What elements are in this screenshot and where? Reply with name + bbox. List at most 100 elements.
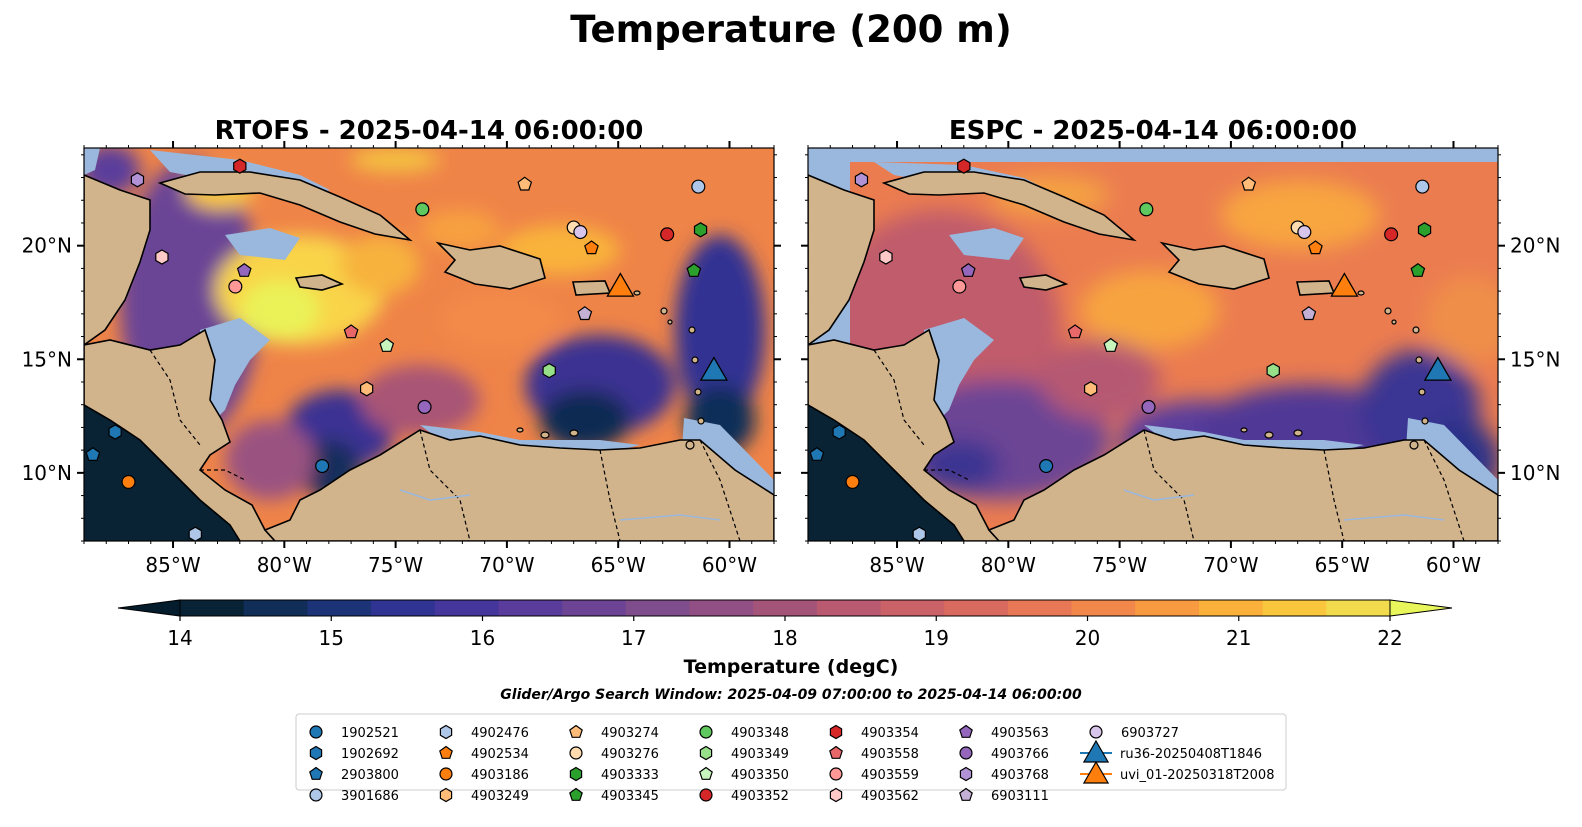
legend-marker	[699, 788, 713, 802]
espc-glider-ru36-20250408T1846	[1423, 356, 1453, 381]
espc-float-6903111	[1301, 306, 1317, 321]
rtofs-float-4903345	[686, 262, 702, 277]
legend-label: 4903333	[601, 768, 659, 783]
legend-label: 4903768	[991, 768, 1049, 783]
rtofs-float-3901686	[691, 179, 706, 194]
legend-box	[295, 713, 1287, 791]
espc-no-data-band	[808, 148, 1498, 162]
colorbar-tick-label: 17	[621, 626, 646, 650]
rtofs-x-tick-label: 70°W	[479, 553, 534, 577]
colorbar-segment	[1198, 600, 1264, 616]
espc-panel-title: ESPC - 2025-04-14 06:00:00	[949, 116, 1357, 146]
legend-label: 6903727	[1121, 726, 1179, 741]
legend-label: 4903766	[991, 747, 1049, 762]
figure-title: Temperature (200 m)	[570, 8, 1012, 51]
legend-label: 2903800	[341, 768, 399, 783]
espc-y-tick-label: 20°N	[1510, 234, 1560, 258]
colorbar-tick-label: 14	[167, 626, 192, 650]
legend-marker	[699, 745, 713, 761]
legend-marker	[829, 787, 843, 803]
colorbar-segment	[498, 600, 563, 616]
colorbar-segment	[1007, 600, 1073, 616]
rtofs-x-tick-label: 80°W	[257, 553, 312, 577]
espc-float-4903345	[1410, 262, 1426, 277]
legend-label: uvi_01-20250318T2008	[1120, 768, 1274, 783]
legend-marker	[1089, 725, 1103, 739]
espc-float-4903348	[1139, 202, 1154, 217]
legend-marker	[309, 745, 323, 761]
rtofs-float-2903800	[85, 446, 101, 461]
legend-triangle-marker	[1082, 760, 1110, 784]
legend-label: 3901686	[341, 789, 399, 804]
colorbar-segment	[562, 600, 627, 616]
search-window-caption: Glider/Argo Search Window: 2025-04-09 07…	[500, 687, 1082, 703]
espc-x-tick-label: 65°W	[1315, 553, 1370, 577]
espc-pacific	[808, 405, 964, 541]
espc-rivers	[1123, 489, 1445, 521]
espc-glider-uvi_01-20250318T2008	[1330, 272, 1359, 297]
rtofs-float-4902534	[584, 240, 599, 255]
colorbar-tick-label: 19	[924, 626, 949, 650]
rtofs-float-6903111	[577, 306, 593, 321]
rtofs-float-4903186	[121, 474, 136, 489]
legend-label: 4903348	[731, 726, 789, 741]
colorbar-segment	[307, 600, 372, 616]
legend-label: 4903354	[861, 726, 919, 741]
espc-float-4903249	[1083, 381, 1098, 397]
legend-label: 4903345	[601, 789, 659, 804]
legend-marker	[309, 766, 323, 780]
legend-label: 4902476	[471, 726, 529, 741]
rtofs-float-4903768	[130, 172, 145, 188]
espc-float-2903800	[809, 446, 825, 461]
legend-marker	[439, 787, 453, 803]
legend-marker	[569, 746, 583, 760]
colorbar-segment	[944, 600, 1009, 616]
legend-marker	[569, 724, 583, 738]
espc-float-4902534	[1308, 240, 1323, 255]
colorbar-segment	[880, 600, 945, 616]
rtofs-float-4903766	[417, 399, 432, 415]
legend-marker	[569, 787, 583, 801]
legend-marker	[699, 725, 713, 739]
rtofs-float-4903349	[542, 362, 556, 379]
rtofs-x-tick-label: 60°W	[702, 553, 757, 577]
rtofs-x-tick-label: 65°W	[591, 553, 646, 577]
legend-marker	[829, 724, 843, 740]
legend-label: 4903563	[991, 726, 1049, 741]
espc-float-1902692	[832, 424, 846, 440]
legend-label: 4903558	[861, 747, 919, 762]
colorbar-tick-label: 20	[1075, 626, 1100, 650]
rtofs-float-4903559	[228, 279, 243, 294]
legend-marker	[829, 745, 843, 759]
espc-axes: 85°W 80°W 75°W 70°W 65°W 60°W 10°N 15°N 20°N	[801, 141, 1560, 577]
espc-float-4903558	[1067, 324, 1083, 339]
rtofs-float-4903350	[379, 337, 395, 352]
colorbar-under-extend	[117, 599, 181, 617]
legend-label: 4903274	[601, 726, 659, 741]
legend-marker	[439, 745, 453, 759]
rtofs-float-markers	[85, 158, 729, 541]
espc-y-tick-label: 10°N	[1510, 461, 1560, 485]
rtofs-float-4903562	[155, 249, 169, 265]
rtofs-y-tick-label: 15°N	[22, 347, 72, 371]
legend-label: 4903352	[731, 789, 789, 804]
espc-panel: ESPC - 2025-04-14 06:00:00	[801, 116, 1560, 577]
espc-x-tick-label: 70°W	[1203, 553, 1258, 577]
rtofs-float-4903563	[236, 262, 252, 277]
espc-x-tick-label: 75°W	[1092, 553, 1147, 577]
rtofs-y-tick-label: 10°N	[22, 461, 72, 485]
rtofs-borders	[149, 349, 741, 541]
espc-x-tick-label: 60°W	[1426, 553, 1481, 577]
colorbar-segment	[753, 600, 818, 616]
rtofs-float-4903558	[343, 324, 359, 339]
colorbar-segment	[625, 600, 690, 616]
legend-marker	[309, 725, 323, 739]
rtofs-panel: RTOFS - 2025-04-14 06:00:00	[22, 116, 781, 577]
espc-float-1902521	[1039, 458, 1054, 474]
colorbar-segment	[434, 600, 499, 616]
rtofs-float-4903274	[517, 176, 533, 191]
legend-marker	[959, 746, 973, 760]
colorbar-segment	[371, 600, 436, 616]
espc-y-tick-label: 15°N	[1510, 347, 1560, 371]
